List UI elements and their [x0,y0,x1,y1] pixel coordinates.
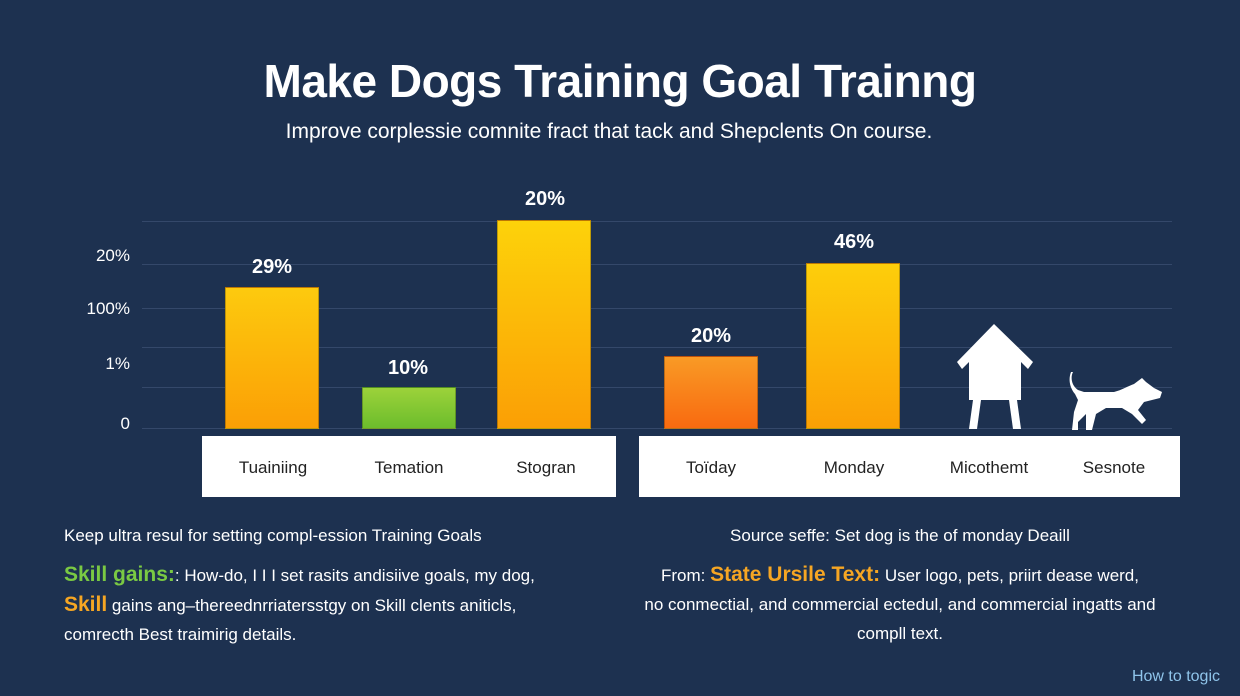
chart-title: Make Dogs Training Goal Trainng [263,55,977,107]
notes-text: compll text. [857,624,943,643]
y-tick-label: 0 [120,414,130,433]
gridline [142,221,1172,222]
bar-value-label: 46% [833,231,875,253]
bar-monday [806,263,900,429]
gridline [142,308,1172,309]
bar-tuainiing [225,287,319,429]
gridline [142,387,1172,388]
highlight-skill: Skill [64,593,108,616]
gridline [142,347,1172,348]
x-label: Stogran [516,458,576,477]
x-label: Sesnote [1082,458,1146,477]
bar-stogran [497,220,591,429]
y-tick-label: 1% [105,354,130,373]
notes-right-paragraph: From: State Ursile Text: User logo, pets… [620,560,1180,648]
y-tick-label: 100% [86,299,130,318]
bar-today [664,356,758,429]
dog-house-icon [957,324,1033,429]
chart-subtitle: Improve corplessie comnite fract that ta… [285,120,933,143]
x-label: Tuainiing [238,458,308,477]
x-label: Toïday [685,458,737,477]
footer-link[interactable]: How to togic [1131,668,1220,685]
bar-temation [362,387,456,429]
notes-left-paragraph: Skill gains:: How-do, I I I set rasits a… [64,560,624,649]
notes-text: User logo, pets, priirt dease werd, [880,566,1139,585]
notes-text: : How-do, I I I set rasits andisiive goa… [174,566,535,585]
x-label: Temation [374,458,444,477]
x-label: Monday [823,458,885,477]
notes-prefix: From: [660,566,711,585]
dog-icon [1069,372,1162,430]
gridline [142,264,1172,265]
highlight-state-text: State Ursile Text: [710,563,881,586]
bar-value-label: 29% [251,256,293,278]
notes-text: comrecth Best traimirig details. [64,625,297,644]
notes-left-heading: Keep ultra resul for setting compl-essio… [64,526,482,545]
y-tick-label: 20% [95,246,130,265]
bar-value-label: 10% [387,357,429,379]
notes-text: no conmectial, and commercial ectedul, a… [644,595,1156,614]
gridline [142,428,1172,429]
x-label: Micothemt [949,458,1029,477]
highlight-skill-gains: Skill gains: [64,563,175,586]
bar-value-label: 20% [524,188,566,210]
notes-text: gains ang–thereednrriatersstgy on Skill … [107,596,517,615]
notes-left: Keep ultra resul for setting compl-essio… [64,526,624,649]
notes-right: Source seffe: Set dog is the of monday D… [620,526,1180,648]
notes-right-heading: Source seffe: Set dog is the of monday D… [730,526,1070,545]
x-axis-panel-left [202,436,616,497]
x-axis-panel-right [639,436,1180,497]
bar-value-label: 20% [690,325,732,347]
